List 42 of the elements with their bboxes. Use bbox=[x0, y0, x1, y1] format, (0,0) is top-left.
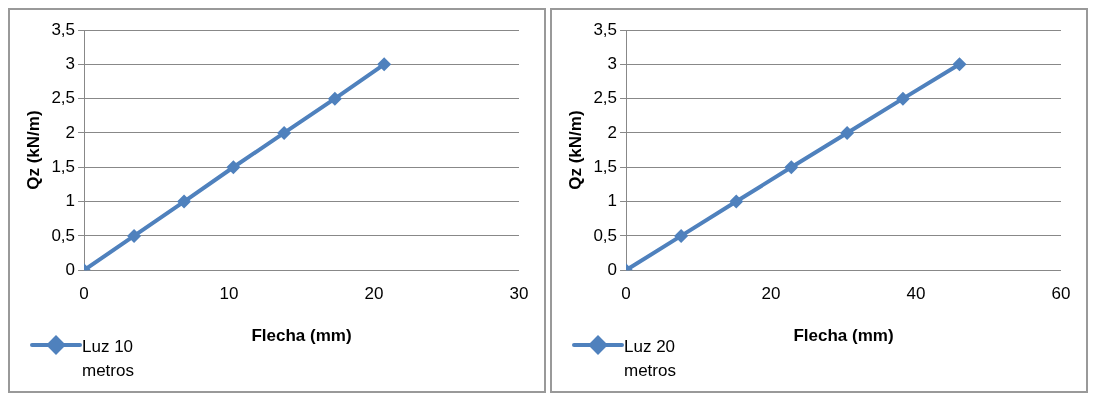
legend-label: Luz 10 metros bbox=[82, 336, 135, 382]
point bbox=[952, 57, 967, 72]
y-tick-label: 1 bbox=[65, 191, 76, 211]
legend-label: Luz 20 metros bbox=[624, 336, 677, 382]
y-tick-label: 0 bbox=[65, 259, 76, 279]
y-tick-label: 3,5 bbox=[593, 19, 618, 39]
y-tick-label: 3 bbox=[65, 54, 76, 73]
point bbox=[729, 194, 744, 209]
point bbox=[784, 160, 799, 175]
y-axis-title: Qz (kN/m) bbox=[23, 110, 43, 190]
y-tick-label: 3 bbox=[607, 54, 618, 73]
x-axis-title: Flecha (mm) bbox=[793, 326, 894, 346]
x-tick-label: 20 bbox=[761, 284, 781, 304]
y-tick-label: 0,5 bbox=[593, 225, 618, 245]
point bbox=[377, 57, 392, 72]
y-tick-label: 2,5 bbox=[51, 88, 76, 108]
y-tick-label: 2 bbox=[65, 122, 76, 142]
x-tick-label: 30 bbox=[509, 284, 529, 304]
point bbox=[277, 125, 292, 140]
y-tick-label: 3,5 bbox=[51, 19, 76, 39]
x-axis-title: Flecha (mm) bbox=[251, 326, 352, 346]
point bbox=[840, 125, 855, 140]
x-tick-label: 60 bbox=[1051, 284, 1071, 304]
point bbox=[895, 91, 910, 106]
point bbox=[127, 228, 142, 243]
point bbox=[226, 160, 241, 175]
point bbox=[177, 194, 192, 209]
y-tick-label: 2,5 bbox=[593, 88, 618, 108]
y-axis-title: Qz (kN/m) bbox=[565, 110, 585, 190]
x-tick-label: 20 bbox=[364, 284, 384, 304]
point bbox=[674, 228, 689, 243]
y-tick-label: 2 bbox=[607, 122, 618, 142]
x-tick-label: 10 bbox=[219, 284, 239, 304]
y-tick-label: 1,5 bbox=[593, 156, 618, 176]
x-tick-label: 0 bbox=[621, 284, 631, 304]
y-tick-label: 1 bbox=[607, 191, 618, 211]
x-tick-label: 0 bbox=[79, 284, 89, 304]
y-tick-label: 1,5 bbox=[51, 156, 76, 176]
x-tick-label: 40 bbox=[906, 284, 926, 304]
y-tick-label: 0,5 bbox=[51, 225, 76, 245]
point bbox=[327, 91, 342, 106]
y-tick-label: 0 bbox=[607, 259, 618, 279]
